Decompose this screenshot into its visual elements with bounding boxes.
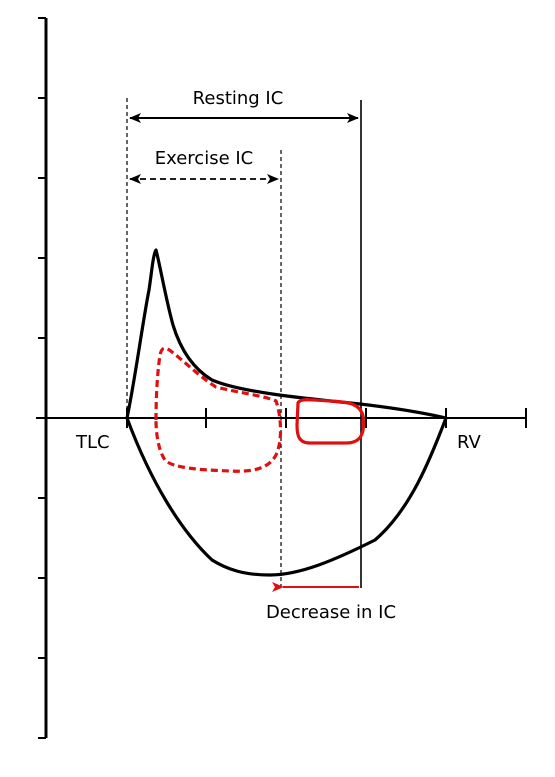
tlc-label: TLC [75,432,110,453]
decrease-in-ic-label: Decrease in IC [266,602,396,623]
exercise-ic-label: Exercise IC [155,148,254,169]
exercise-tidal-loop [154,346,283,473]
resting-ic-label: Resting IC [193,88,284,109]
resting-tidal-loop [295,398,366,445]
maximal-flow-volume-loop [125,248,448,577]
flow-axis [38,17,48,739]
rv-label: RV [457,432,482,453]
